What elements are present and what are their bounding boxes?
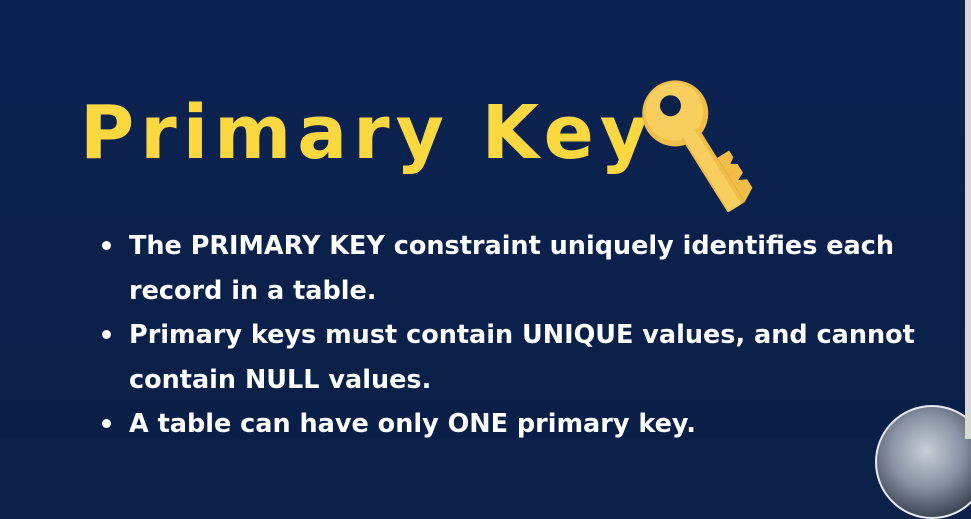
title-row: Primary Key xyxy=(80,78,654,188)
bullet-list: The PRIMARY KEY constraint uniquely iden… xyxy=(100,224,960,447)
presenter-avatar xyxy=(875,405,971,519)
slide-title: Primary Key xyxy=(80,90,655,176)
key-icon xyxy=(642,80,753,212)
bullet-item: A table can have only ONE primary key. xyxy=(100,402,960,447)
bullet-item: Primary keys must contain UNIQUE values,… xyxy=(100,313,960,402)
edge-strip xyxy=(965,0,971,439)
bullet-item: The PRIMARY KEY constraint uniquely iden… xyxy=(100,224,960,313)
